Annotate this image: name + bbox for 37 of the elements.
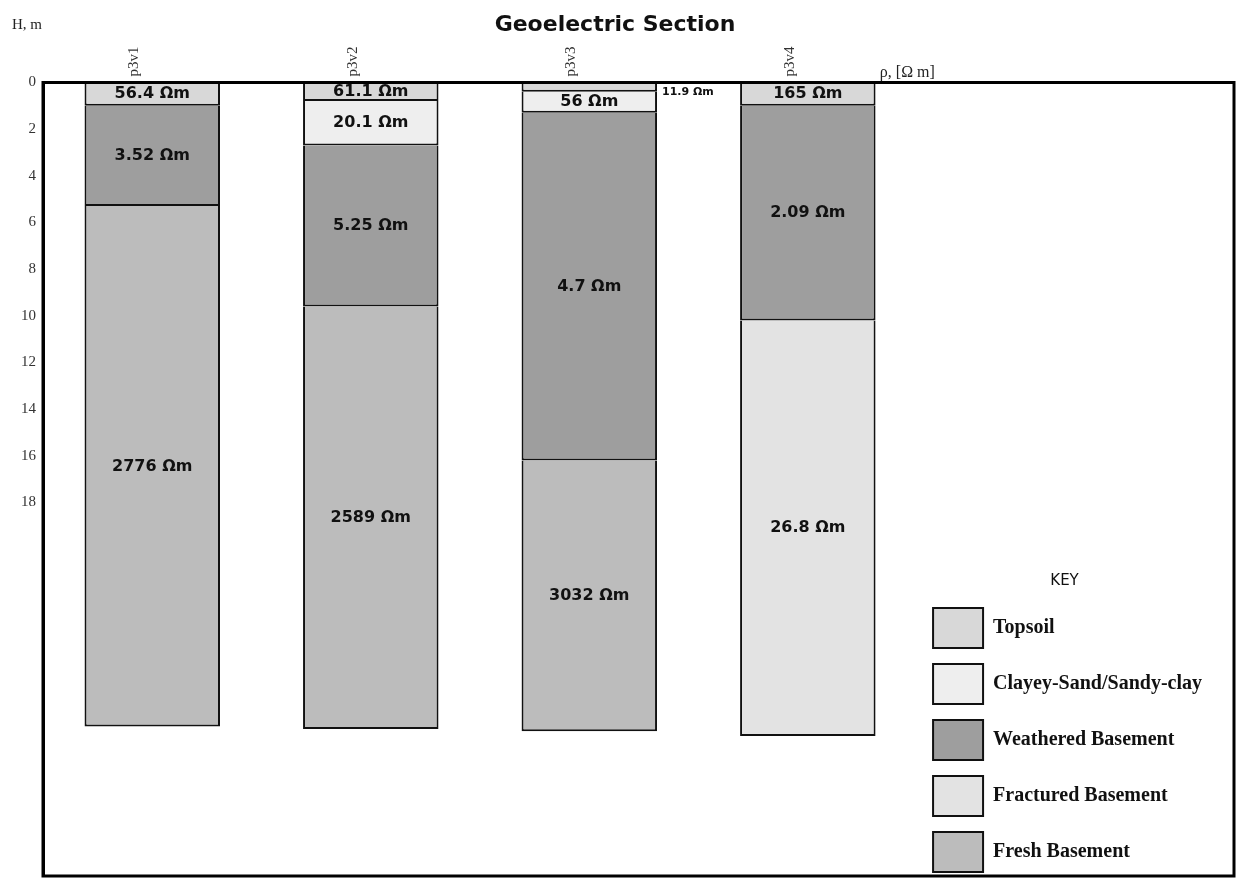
legend-label: Topsoil: [993, 615, 1056, 639]
x-tick-label: p3v3: [562, 46, 579, 77]
legend-label: Weathered Basement: [993, 727, 1175, 750]
y-axis-title: H, m: [12, 15, 43, 32]
annotation: 11.9 Ωm: [662, 84, 714, 98]
legend-label: Fractured Basement: [993, 783, 1168, 806]
annotation: 3032 Ωm: [549, 585, 630, 605]
y-tick-label: 4: [28, 166, 37, 183]
annotation: 4.7 Ωm: [557, 275, 622, 295]
y-tick-label: 2: [28, 120, 36, 137]
y-tick-label: 8: [28, 260, 36, 277]
legend-title: KEY: [1050, 571, 1080, 590]
y-tick-label: 16: [21, 446, 37, 463]
y-tick-label: 6: [28, 213, 37, 230]
chart-title: Geoelectric Section: [494, 10, 736, 36]
y-tick-label: 0: [28, 73, 36, 90]
annotation: 61.1 Ωm: [333, 80, 409, 100]
annotation: 2776 Ωm: [112, 455, 193, 475]
legend-label: Clayey-Sand/Sandy-clay: [993, 671, 1203, 695]
y-tick-label: 14: [21, 400, 37, 417]
x-tick-label: p3v2: [343, 46, 360, 77]
legend-label: Fresh Basement: [993, 839, 1131, 862]
annotation: 2589 Ωm: [330, 506, 411, 526]
annotation: 165 Ωm: [773, 83, 843, 103]
annotation: 26.8 Ωm: [770, 517, 846, 537]
annotation: 3.52 Ωm: [114, 145, 190, 165]
annotation: 2.09 Ωm: [770, 202, 846, 222]
text: ρ, [Ω m]: [879, 62, 935, 81]
y-tick-label: 10: [21, 306, 36, 323]
y-tick-label: 12: [21, 353, 36, 370]
annotation: 20.1 Ωm: [333, 112, 409, 132]
annotation: 5.25 Ωm: [333, 215, 409, 235]
annotation: 56.4 Ωm: [114, 83, 190, 103]
y-tick-label: 18: [21, 493, 36, 510]
x-tick-label: p3v4: [780, 45, 797, 77]
annotation: 56 Ωm: [560, 91, 619, 111]
x-tick-label: p3v1: [125, 46, 142, 77]
